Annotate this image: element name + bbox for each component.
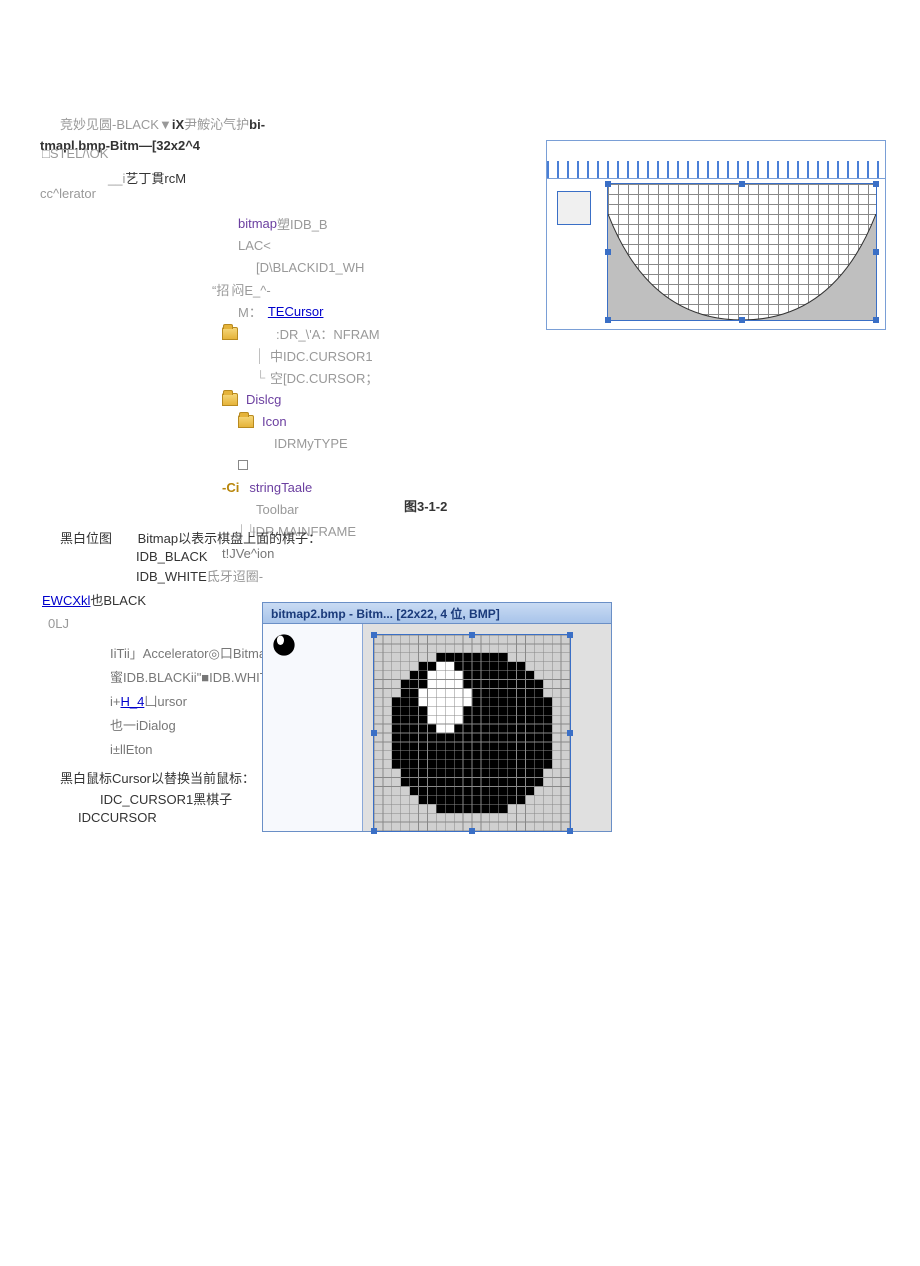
txt: TECursor: [268, 304, 324, 319]
resize-handle[interactable]: [605, 317, 611, 323]
tree-item[interactable]: LAC<: [238, 234, 478, 256]
txt: IDB_WHITE: [136, 569, 207, 584]
resize-handle[interactable]: [371, 632, 377, 638]
txt: EWCXkl: [42, 593, 90, 608]
resize-handle[interactable]: [567, 632, 573, 638]
figure-label: 图3-1-2: [404, 496, 447, 515]
line: IDC_CURSOR1黑棋子: [60, 789, 255, 808]
txt: “招: [212, 280, 229, 299]
txt: __i: [108, 171, 125, 186]
txt: Icon: [262, 414, 287, 429]
line: EWCXkl也BLACK: [42, 590, 146, 609]
tree-line-icon: │: [256, 348, 270, 363]
txt: M：: [238, 302, 262, 321]
tree-item[interactable]: “招闷E_^-: [212, 278, 478, 300]
resize-handle[interactable]: [873, 317, 879, 323]
txt: bi-: [249, 117, 265, 132]
resize-handle[interactable]: [371, 730, 377, 736]
txt: bitmap: [238, 216, 277, 231]
resize-handle[interactable]: [873, 249, 879, 255]
editor-body: [262, 624, 612, 832]
curve-shape: [608, 214, 876, 320]
section-bitmap-desc: 黑白位图 Bitmap以表示棋盘上面的棋子： IDB_BLACK IDB_WHI…: [60, 528, 321, 587]
bitmap-editor-1[interactable]: + f+nIrn 2. 1ti: [546, 140, 886, 330]
txt: iX: [172, 117, 184, 132]
resize-handle[interactable]: [739, 317, 745, 323]
line: 黑白位图 Bitmap以表示棋盘上面的棋子：: [60, 528, 321, 547]
pixel-canvas-pane[interactable]: [363, 624, 611, 831]
txt: 也BLACK: [90, 593, 146, 608]
tree-item[interactable]: └空[DC.CURSOR；: [238, 366, 478, 388]
bitmap-preview-icon: [271, 632, 297, 658]
line: 黑白鼠标Cursor以替换当前鼠标：: [60, 768, 255, 787]
section-cursor-desc: 黑白鼠标Cursor以替换当前鼠标： IDC_CURSOR1黑棋子 IDCCUR…: [60, 768, 255, 827]
resize-handle[interactable]: [567, 828, 573, 834]
resize-handle[interactable]: [469, 632, 475, 638]
txt: 凵ursor: [144, 694, 187, 709]
txt: 黑白位图: [60, 531, 112, 546]
txt: Dislcg: [246, 392, 281, 407]
tree-item-dialog[interactable]: Dislcg: [222, 388, 478, 410]
ruler-horizontal: [547, 161, 885, 179]
grid-bg: [608, 184, 876, 320]
txt: H_4: [120, 694, 144, 709]
bitmap-editor-2[interactable]: bitmap2.bmp - Bitm... [22x22, 4 位, BMP]: [262, 602, 612, 832]
line: IDB_BLACK: [60, 549, 321, 564]
folder-icon: [222, 327, 238, 340]
resize-handle[interactable]: [873, 181, 879, 187]
tree-item[interactable]: :DR_\'A：NFRAM: [222, 322, 478, 344]
txt: :DR_\'A：NFRAM: [276, 324, 380, 343]
txt: 空[DC.CURSOR；: [270, 368, 378, 387]
txt: 塑IDB_B: [277, 214, 328, 233]
tree-item-bitmap[interactable]: bitmap塑IDB_B: [238, 212, 478, 234]
folder-icon: [222, 393, 238, 406]
header-line-3: __i艺丁貫rcM: [108, 168, 186, 187]
resize-handle[interactable]: [739, 181, 745, 187]
txt: 氐牙迢圈-: [207, 569, 263, 584]
tree-item: [238, 454, 478, 476]
pixel-canvas[interactable]: [373, 634, 571, 832]
line: IDB_WHITE氐牙迢圈-: [60, 566, 321, 585]
header-line-2b: □STEL/\OK: [42, 146, 108, 161]
bitmap-preview-small: [557, 191, 591, 225]
tree-item-icon[interactable]: Icon: [238, 410, 478, 432]
txt: 艺丁貫rcM: [125, 171, 186, 186]
txt: i+: [110, 694, 120, 709]
txt: 尹鮟沁气护: [184, 117, 249, 132]
tree-item[interactable]: │中IDC.CURSOR1: [238, 344, 478, 366]
header-line-1: 竞妙见圆-BLACK▼iX尹鮟沁气护bi-: [60, 114, 265, 133]
resize-handle[interactable]: [371, 828, 377, 834]
resize-handle[interactable]: [605, 249, 611, 255]
resize-handle[interactable]: [469, 828, 475, 834]
window-title: bitmap2.bmp - Bitm... [22x22, 4 位, BMP]: [262, 602, 612, 624]
txt: 竞妙见圆-BLACK▼: [60, 117, 172, 132]
bitmap-grid-canvas[interactable]: [607, 183, 877, 321]
header-line-4: cc^lerator: [40, 186, 96, 201]
line: IDCCURSOR: [60, 810, 255, 825]
txt: IiTii」: [110, 646, 143, 661]
tree-item-stringtable[interactable]: -Ci stringTaale: [222, 476, 478, 498]
resize-handle[interactable]: [567, 730, 573, 736]
folder-icon: [238, 415, 254, 428]
resize-handle[interactable]: [605, 181, 611, 187]
tree-item[interactable]: [D\BLACKID1_WH: [238, 256, 478, 278]
line: 0LJ: [48, 616, 69, 631]
txt: 闷E_^-: [229, 280, 270, 299]
txt: stringTaale: [249, 480, 312, 495]
txt: 中IDC.CURSOR1: [270, 346, 373, 365]
square-icon: [238, 460, 248, 470]
tree-line-icon: └: [256, 370, 270, 385]
txt: -Ci: [222, 480, 239, 495]
preview-pane: [263, 624, 363, 831]
txt: Bitmap以表示棋盘上面的棋子：: [138, 531, 321, 546]
tree-item-cursor[interactable]: M： TECursor: [238, 300, 478, 322]
tree-item[interactable]: IDRMyTYPE: [238, 432, 478, 454]
